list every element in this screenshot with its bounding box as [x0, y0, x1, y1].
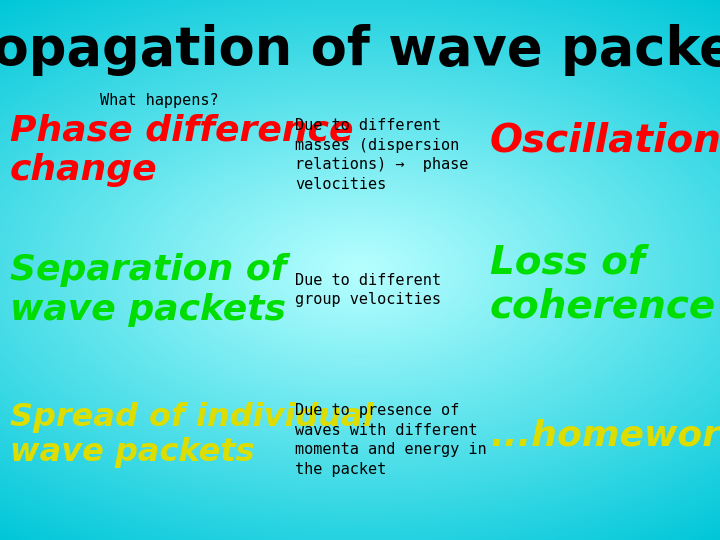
- Text: What happens?: What happens?: [100, 92, 219, 107]
- Text: Propagation of wave packets: Propagation of wave packets: [0, 24, 720, 76]
- Text: Separation of
wave packets: Separation of wave packets: [10, 253, 287, 327]
- Text: Oscillations: Oscillations: [490, 121, 720, 159]
- Text: Phase difference
change: Phase difference change: [10, 113, 354, 187]
- Text: ...homework: ...homework: [490, 418, 720, 452]
- Text: Due to different
group velocities: Due to different group velocities: [295, 273, 441, 307]
- Text: Loss of
coherence: Loss of coherence: [490, 244, 716, 326]
- Text: Spread of individual
wave packets: Spread of individual wave packets: [10, 402, 374, 468]
- Text: Due to presence of
waves with different
momenta and energy in
the packet: Due to presence of waves with different …: [295, 403, 487, 477]
- Text: Due to different
masses (dispersion
relations) →  phase
velocities: Due to different masses (dispersion rela…: [295, 118, 469, 192]
